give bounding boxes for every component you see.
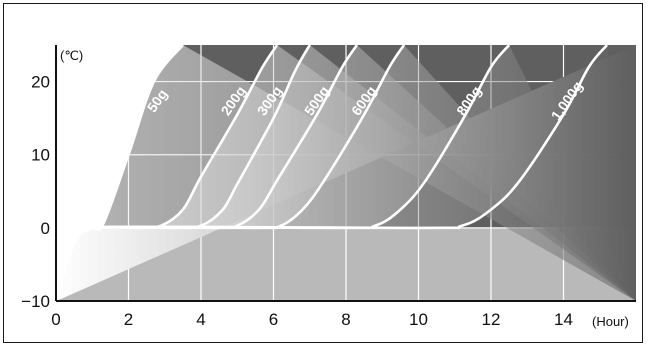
y-axis-unit: (℃) [60, 48, 83, 63]
x-tick-label: 4 [196, 310, 205, 329]
series-line [56, 45, 279, 301]
left-white-region [56, 45, 183, 301]
y-tick-label: −10 [21, 292, 50, 311]
y-tick-label: 0 [41, 219, 50, 238]
y-tick-labels: −10 0 10 20 [21, 73, 50, 311]
x-tick-label: 12 [482, 310, 501, 329]
x-tick-label: 2 [124, 310, 133, 329]
y-tick-label: 10 [31, 146, 50, 165]
x-tick-label: 14 [554, 310, 573, 329]
x-tick-label: 10 [409, 310, 428, 329]
x-tick-label: 8 [341, 310, 350, 329]
series-line [56, 45, 609, 301]
chart-frame [3, 3, 643, 343]
axes [55, 45, 636, 302]
y-tick-label: 20 [31, 73, 50, 92]
series-line [56, 45, 511, 301]
x-tick-label: 0 [51, 310, 60, 329]
curve-shade [56, 45, 636, 301]
x-tick-label: 6 [269, 310, 278, 329]
x-tick-labels: 0 2 4 6 8 10 12 14 [51, 310, 573, 329]
curves [56, 45, 636, 301]
x-axis-unit: (Hour) [592, 314, 629, 329]
